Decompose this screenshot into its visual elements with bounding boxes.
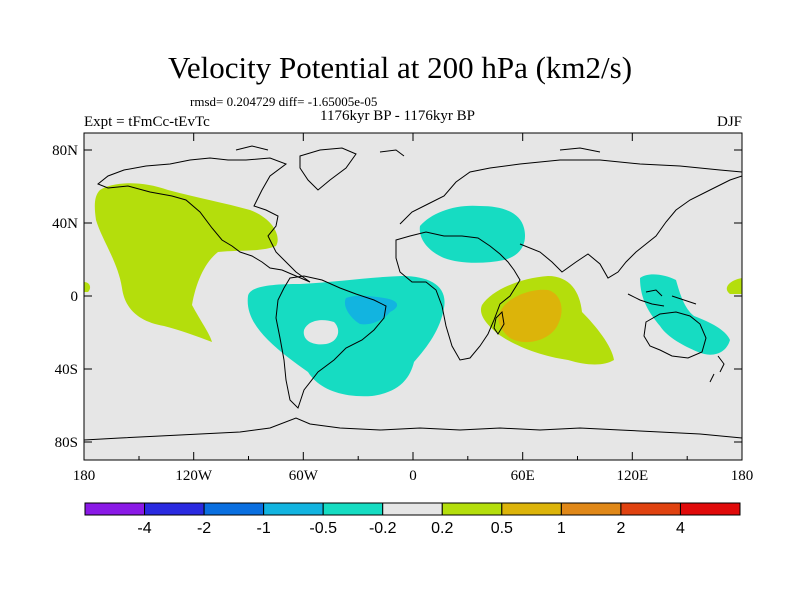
lat-label: 80S (55, 435, 78, 451)
lon-label: 60E (511, 468, 535, 484)
colorbar-box (441, 502, 503, 516)
period-label: 1176kyr BP - 1176kyr BP (320, 108, 476, 124)
lon-label: 120E (616, 468, 648, 484)
colorbar-label: -4 (137, 520, 151, 537)
header-row: Expt = tFmCc-tEvTc 1176kyr BP - 1176kyr … (84, 108, 742, 130)
coast-arctic-islands (235, 145, 601, 157)
coast-asia-south (519, 175, 742, 279)
season-label: DJF (716, 114, 742, 130)
coast-australia (643, 311, 707, 359)
positive-region-americas (94, 183, 278, 342)
coast-europe-north (399, 159, 742, 225)
colorbar-label: -1 (257, 520, 271, 537)
experiment-label: Expt = tFmCc-tEvTc (84, 114, 210, 130)
coast-greenland (299, 147, 357, 191)
colorbar-label: -2 (197, 520, 211, 537)
coast-indonesia (627, 289, 697, 307)
lon-label: 180 (73, 468, 96, 484)
stats-line: rmsd= 0.204729 diff= -1.65005e-05 (190, 94, 378, 109)
positive-region-east (726, 278, 742, 294)
colorbar-label: -0.5 (309, 520, 337, 537)
colorbar-label: 1 (557, 520, 566, 537)
colorbar-label: 0.2 (431, 520, 453, 537)
colorbar-label: 0.5 (491, 520, 513, 537)
colorbar-box (620, 502, 681, 516)
map-title: Velocity Potential at 200 hPa (km2/s) (167, 50, 633, 85)
colorbar-label: 2 (616, 520, 625, 537)
coast-north-america (97, 157, 311, 283)
lat-label: 40N (52, 216, 78, 232)
lon-labels: 180 120W 60W 0 60E 120E 180 (73, 468, 754, 484)
lat-labels: 80N 40N 0 40S 80S (52, 143, 78, 451)
colorbar: -4 -2 -1 -0.5 -0.2 0.2 0.5 1 2 4 (84, 502, 741, 537)
colorbar-box (560, 502, 622, 516)
coast-south-america (275, 275, 387, 409)
colorbar-box (382, 502, 443, 516)
coastlines (84, 145, 742, 441)
colorbar-label: 4 (676, 520, 685, 537)
axis-ticks (83, 133, 743, 460)
lat-label: 0 (71, 289, 79, 305)
coast-eurafrica (395, 231, 521, 361)
colorbar-box (679, 502, 741, 516)
lon-label: 60W (289, 468, 319, 484)
colorbar-box (501, 502, 562, 516)
coast-madagascar (493, 310, 505, 335)
neutral-hole-atlantic (303, 320, 339, 345)
negative-region-mideast (419, 205, 526, 263)
coast-new-zealand (709, 355, 725, 383)
lat-label: 40S (55, 362, 78, 378)
colorbar-label: -0.2 (369, 520, 397, 537)
colorbar-box (203, 502, 265, 516)
colorbar-box (263, 502, 324, 516)
positive-core-indian (498, 289, 562, 343)
lat-label: 80N (52, 143, 78, 159)
positive-region-dateline (84, 282, 91, 292)
lon-label: 0 (409, 468, 417, 484)
colorbar-box (144, 502, 205, 516)
lon-label: 180 (731, 468, 754, 484)
lon-label: 120W (175, 468, 213, 484)
contour-fields (84, 183, 742, 397)
colorbar-box (322, 502, 384, 516)
colorbar-box (84, 502, 146, 516)
coast-antarctica (84, 417, 742, 441)
